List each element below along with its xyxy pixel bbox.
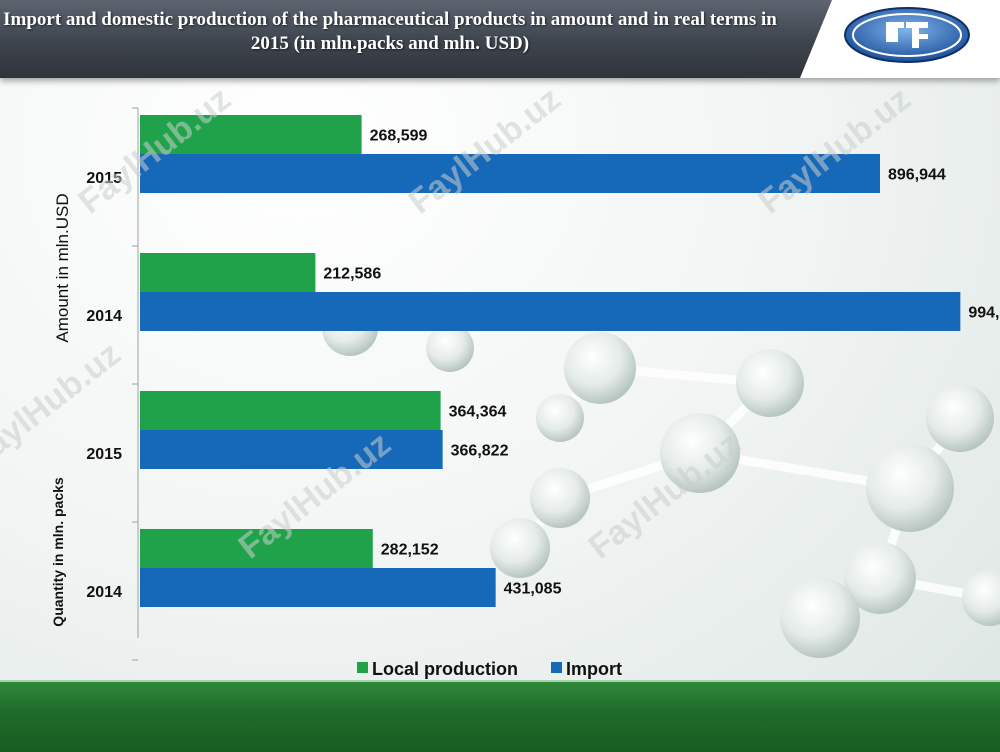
data-label-import: 896,944 bbox=[888, 167, 946, 184]
category-label: 2015 bbox=[86, 446, 122, 463]
bar-import bbox=[140, 292, 961, 331]
logo bbox=[844, 7, 970, 63]
bar-local bbox=[140, 253, 316, 292]
legend-label-local: Local production bbox=[372, 659, 518, 679]
page-title: Import and domestic production of the ph… bbox=[3, 9, 777, 54]
bar-import bbox=[140, 568, 496, 607]
category-label: 2014 bbox=[86, 584, 122, 601]
legend: Local production Import bbox=[357, 659, 622, 679]
data-label-import: 366,822 bbox=[451, 443, 509, 460]
bar-chart: 268,599 896,944 212,586 994,349 364,364 366,8… bbox=[50, 107, 1000, 679]
molecule-decoration bbox=[322, 300, 1000, 658]
category-label: 2015 bbox=[86, 170, 122, 187]
data-label-import: 431,085 bbox=[504, 581, 562, 598]
bar-local bbox=[140, 529, 373, 568]
category-label: 2014 bbox=[86, 308, 122, 325]
data-label-local: 364,364 bbox=[449, 404, 507, 421]
group-label-quantity: Quantity in mln. packs bbox=[50, 477, 66, 627]
legend-swatch-import bbox=[551, 662, 562, 673]
bar-local bbox=[140, 391, 441, 430]
bar-import bbox=[140, 430, 443, 469]
data-label-local: 268,599 bbox=[370, 128, 428, 145]
bar-import bbox=[140, 154, 880, 193]
footer-bar bbox=[0, 680, 1000, 752]
bar-local bbox=[140, 115, 362, 154]
data-label-import: 994,349 bbox=[968, 305, 1000, 322]
group-label-amount: Amount in mln.USD bbox=[53, 193, 72, 342]
data-label-local: 212,586 bbox=[323, 266, 381, 283]
data-label-local: 282,152 bbox=[381, 542, 439, 559]
legend-swatch-local bbox=[357, 662, 368, 673]
legend-label-import: Import bbox=[566, 659, 622, 679]
